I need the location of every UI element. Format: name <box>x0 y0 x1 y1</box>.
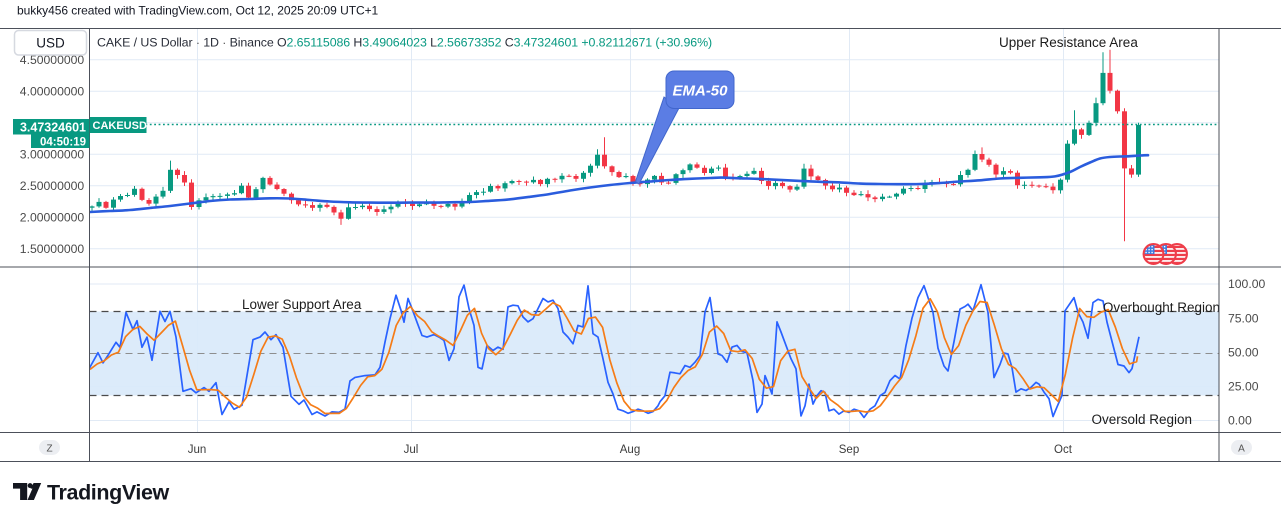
svg-text:Aug: Aug <box>620 444 640 456</box>
svg-text:25.00: 25.00 <box>1228 380 1259 394</box>
svg-text:CAKEUSD: CAKEUSD <box>93 120 147 132</box>
svg-text:0.00: 0.00 <box>1228 414 1252 428</box>
svg-text:Overbought Region: Overbought Region <box>1103 300 1220 315</box>
svg-text:A: A <box>1238 444 1245 455</box>
svg-text:2.50000000: 2.50000000 <box>20 179 85 193</box>
svg-text:3.00000000: 3.00000000 <box>20 148 85 162</box>
svg-text:Oversold Region: Oversold Region <box>1091 412 1192 427</box>
svg-text:EMA-50: EMA-50 <box>672 83 728 100</box>
svg-text:Upper Resistance Area: Upper Resistance Area <box>999 35 1138 50</box>
svg-text:3.47324601: 3.47324601 <box>20 121 86 135</box>
svg-text:04:50:19: 04:50:19 <box>40 136 86 148</box>
svg-text:4.00000000: 4.00000000 <box>20 85 85 99</box>
svg-text:4.50000000: 4.50000000 <box>20 53 85 67</box>
svg-text:Sep: Sep <box>839 444 859 456</box>
svg-text:75.00: 75.00 <box>1228 311 1259 325</box>
svg-text:50.00: 50.00 <box>1228 345 1259 359</box>
svg-text:CAKE / US Dollar · 1D · Binanc: CAKE / US Dollar · 1D · Binance O2.65115… <box>97 36 712 50</box>
svg-text:Lower Support Area: Lower Support Area <box>242 297 362 312</box>
svg-text:2.00000000: 2.00000000 <box>20 211 85 225</box>
svg-text:Z: Z <box>46 444 52 455</box>
svg-text:TradingView: TradingView <box>47 481 170 505</box>
svg-text:Jun: Jun <box>188 444 207 456</box>
svg-text:bukky456 created with TradingV: bukky456 created with TradingView.com, O… <box>17 4 379 18</box>
svg-text:1.50000000: 1.50000000 <box>20 242 85 256</box>
svg-text:USD: USD <box>36 36 65 51</box>
svg-text:100.00: 100.00 <box>1228 277 1265 291</box>
svg-text:Oct: Oct <box>1054 444 1073 456</box>
svg-text:Jul: Jul <box>404 444 419 456</box>
